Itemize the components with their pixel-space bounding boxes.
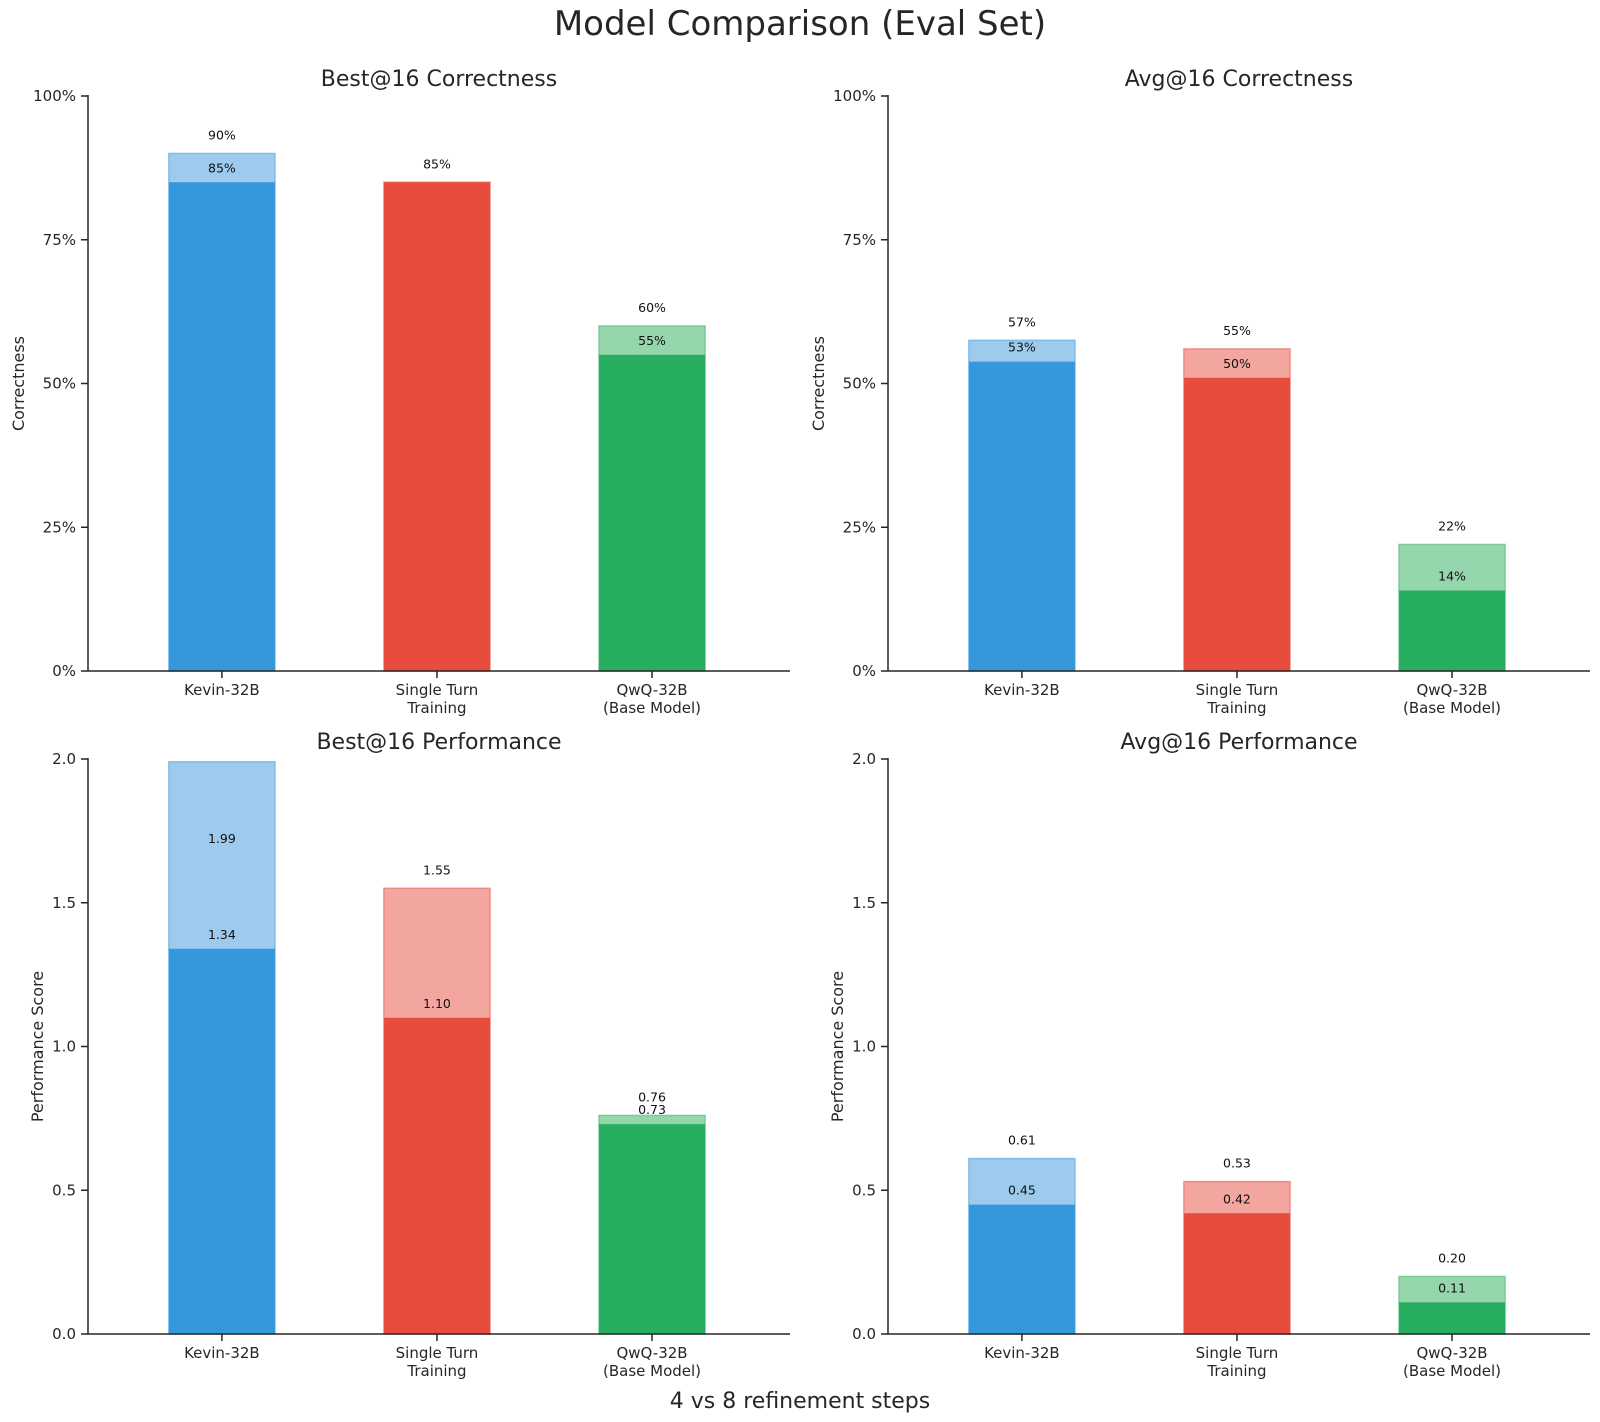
y-tick-label: 1.0	[52, 1038, 76, 1056]
data-label-8-steps: 0.76	[638, 1090, 666, 1105]
bar-4-steps-kevin-32b	[968, 1204, 1075, 1334]
x-tick-label: Single Turn	[1196, 681, 1279, 699]
data-label-4-steps: 0.45	[1008, 1183, 1036, 1198]
subplot-title: Avg@16 Correctness	[1125, 67, 1353, 92]
data-label-8-steps: 0.61	[1008, 1133, 1036, 1148]
data-label-8-steps: 0.53	[1223, 1156, 1251, 1171]
y-axis-label: Performance Score	[828, 971, 847, 1122]
data-label-4-steps: 0.11	[1438, 1280, 1466, 1295]
figure-footer: 4 vs 8 refinement steps	[670, 1389, 930, 1414]
x-tick-label: (Base Model)	[1403, 699, 1501, 717]
y-axis-label: Performance Score	[28, 971, 47, 1122]
x-tick-label: Training	[1206, 1362, 1266, 1380]
y-tick-label: 1.5	[852, 894, 876, 912]
bar-4-steps-qwq-32b-base-model	[1399, 1302, 1506, 1334]
data-label-4-steps: 53%	[1008, 340, 1036, 355]
data-label-8-steps: 85%	[423, 156, 451, 171]
x-tick-label: Single Turn	[1196, 1344, 1279, 1362]
data-label-4-steps: 55%	[638, 333, 666, 348]
y-tick-label: 0.5	[852, 1181, 876, 1199]
y-tick-label: 50%	[43, 375, 76, 393]
x-tick-label: (Base Model)	[603, 699, 701, 717]
y-axis-label: Correctness	[9, 336, 28, 431]
y-tick-label: 1.0	[852, 1038, 876, 1056]
y-tick-label: 25%	[843, 518, 876, 536]
y-tick-label: 100%	[833, 87, 876, 105]
data-label-8-steps: 90%	[208, 128, 236, 143]
data-label-4-steps: 1.10	[423, 996, 451, 1011]
subplot-avg-16-correctness: Avg@16 Correctness Correctness 57% 53% Kevin…	[809, 67, 1590, 717]
bar-4-steps-kevin-32b	[168, 948, 275, 1334]
x-tick-label: Training	[1206, 699, 1266, 717]
y-tick-label: 0%	[852, 662, 876, 680]
y-tick-label: 0.0	[852, 1325, 876, 1343]
subplot-avg-16-performance: Avg@16 Performance Performance Score 0.61 0…	[828, 730, 1590, 1380]
bar-4-steps-single-turn-training	[383, 1017, 490, 1334]
y-tick-label: 0.0	[52, 1325, 76, 1343]
x-tick-label: Training	[406, 1362, 466, 1380]
data-label-4-steps: 0.73	[638, 1102, 666, 1117]
y-tick-label: 50%	[843, 375, 876, 393]
x-tick-label: QwQ-32B	[1416, 681, 1487, 699]
bar-4-steps-qwq-32b-base-model	[1399, 590, 1506, 671]
y-tick-label: 100%	[33, 87, 76, 105]
figure-title: Model Comparison (Eval Set)	[554, 4, 1046, 44]
subplot-best-16-correctness: Best@16 Correctness Correctness 90% 85% Kevi…	[9, 67, 790, 717]
subplot-title: Best@16 Performance	[316, 730, 561, 755]
x-tick-label: QwQ-32B	[616, 1344, 687, 1362]
x-tick-label: QwQ-32B	[616, 681, 687, 699]
subplot-grid: Best@16 Correctness Correctness 90% 85% Kevi…	[9, 67, 1590, 1380]
bar-4-steps-qwq-32b-base-model	[599, 1124, 706, 1334]
y-axis-label: Correctness	[809, 336, 828, 431]
y-tick-label: 75%	[43, 231, 76, 249]
data-label-8-steps: 22%	[1438, 519, 1466, 534]
bar-4-steps-qwq-32b-base-model	[599, 354, 706, 671]
bar-4-steps-kevin-32b	[168, 182, 275, 671]
data-label-4-steps: 0.42	[1223, 1191, 1251, 1206]
y-tick-label: 0.5	[52, 1181, 76, 1199]
data-label-4-steps: 85%	[208, 160, 236, 175]
data-label-8-steps: 55%	[1223, 323, 1251, 338]
x-tick-label: Single Turn	[396, 681, 479, 699]
data-label-4-steps: 14%	[1438, 569, 1466, 584]
x-tick-label: Kevin-32B	[184, 681, 260, 699]
y-tick-label: 1.5	[52, 894, 76, 912]
x-tick-label: Kevin-32B	[984, 1344, 1060, 1362]
x-tick-label: QwQ-32B	[1416, 1344, 1487, 1362]
bar-4-steps-single-turn-training	[1183, 377, 1290, 671]
y-tick-label: 2.0	[52, 750, 76, 768]
bar-4-steps-kevin-32b	[968, 361, 1075, 671]
data-label-8-steps: 57%	[1008, 314, 1036, 329]
x-tick-label: Single Turn	[396, 1344, 479, 1362]
data-label-8-steps: 0.20	[1438, 1251, 1466, 1266]
x-tick-label: (Base Model)	[1403, 1362, 1501, 1380]
bar-4-steps-single-turn-training	[383, 182, 490, 671]
y-tick-label: 25%	[43, 518, 76, 536]
y-tick-label: 2.0	[852, 750, 876, 768]
x-tick-label: Kevin-32B	[984, 681, 1060, 699]
data-label-8-steps: 1.99	[208, 831, 236, 846]
y-tick-label: 75%	[843, 231, 876, 249]
subplot-title: Best@16 Correctness	[321, 67, 557, 92]
data-label-4-steps: 50%	[1223, 356, 1251, 371]
data-label-8-steps: 1.55	[423, 862, 451, 877]
data-label-8-steps: 60%	[638, 300, 666, 315]
x-tick-label: (Base Model)	[603, 1362, 701, 1380]
x-tick-label: Kevin-32B	[184, 1344, 260, 1362]
y-tick-label: 0%	[52, 662, 76, 680]
data-label-4-steps: 1.34	[208, 927, 236, 942]
bar-4-steps-single-turn-training	[1183, 1213, 1290, 1334]
subplot-best-16-performance: Best@16 Performance Performance Score 1.99…	[28, 730, 790, 1380]
subplot-title: Avg@16 Performance	[1120, 730, 1357, 755]
x-tick-label: Training	[406, 699, 466, 717]
